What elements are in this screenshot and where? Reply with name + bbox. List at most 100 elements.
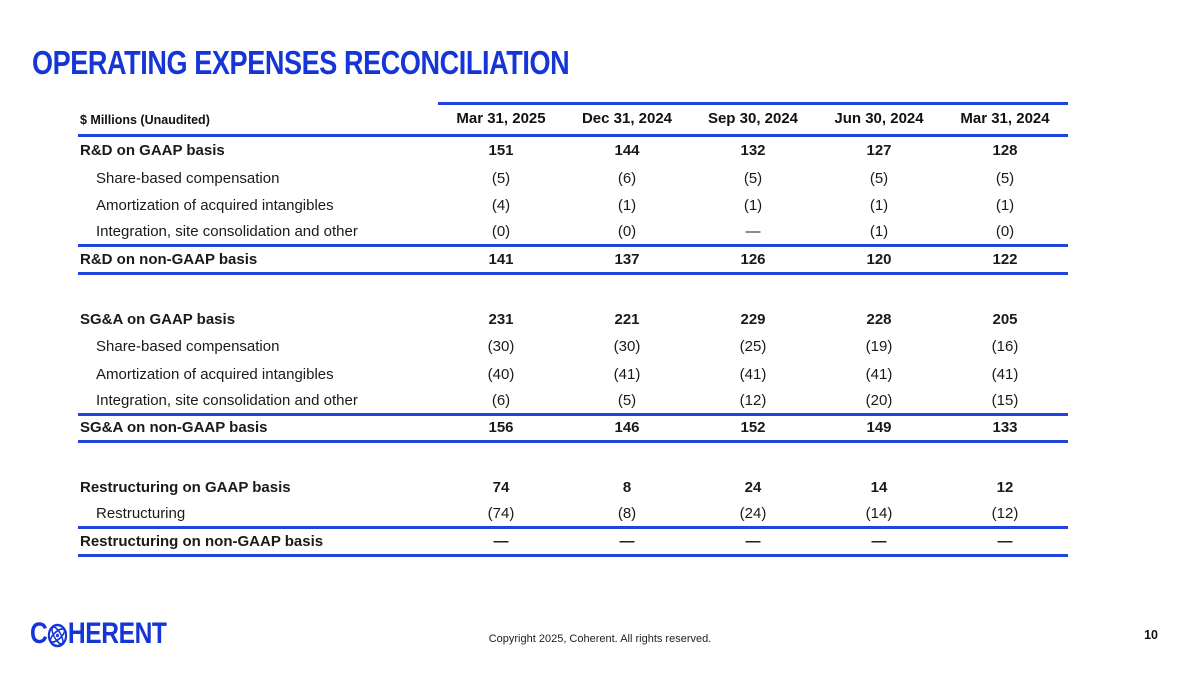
row-value-col-0: 156	[488, 419, 514, 437]
coherent-logo: C HERENT	[30, 617, 167, 651]
row-value-col-0: (0)	[491, 223, 511, 241]
table-row: Share-based compensation (5) (6) (5) (5)…	[78, 165, 1068, 193]
row-label: SG&A on non-GAAP basis	[80, 419, 268, 437]
row-value-col-2: —	[745, 532, 761, 550]
row-value-col-1: —	[619, 532, 635, 550]
row-label: Restructuring on non-GAAP basis	[80, 532, 324, 550]
row-value-col-3: —	[871, 532, 887, 550]
page-number: 10	[1144, 628, 1158, 642]
page-title: OPERATING EXPENSES RECONCILIATION	[32, 44, 570, 81]
row-value-col-0: (40)	[487, 365, 515, 383]
row-value-col-4: 128	[992, 142, 1018, 160]
table-row: Share-based compensation (30) (30) (25) …	[78, 333, 1068, 361]
row-value-col-1: 137	[614, 250, 640, 268]
row-label: Restructuring	[96, 505, 186, 523]
row-value-col-3: (5)	[869, 169, 889, 187]
row-value-col-4: 205	[992, 310, 1018, 328]
table-body: R&D on GAAP basis 151 144 132 127 128 Sh…	[78, 137, 1068, 557]
column-header-mar-31-2025: Mar 31, 2025	[456, 110, 546, 127]
row-value-col-3: (1)	[869, 223, 889, 241]
row-value-col-3: 149	[866, 419, 892, 437]
row-value-col-2: 152	[740, 419, 766, 437]
table-row: Integration, site consolidation and othe…	[78, 388, 1068, 416]
row-value-col-0: 151	[488, 142, 514, 160]
row-value-col-1: (30)	[613, 338, 641, 356]
row-value-col-0: 74	[492, 479, 510, 497]
row-label: Share-based compensation	[96, 169, 280, 187]
row-value-col-1: (8)	[617, 505, 637, 523]
row-value-col-4: 12	[996, 479, 1014, 497]
table-row: SG&A on GAAP basis 231 221 229 228 205	[78, 306, 1068, 334]
row-value-col-1: 146	[614, 419, 640, 437]
table-row: R&D on non-GAAP basis 141 137 126 120 12…	[78, 247, 1068, 275]
row-value-col-4: 133	[992, 419, 1018, 437]
row-value-col-1: (6)	[617, 169, 637, 187]
row-label: Integration, site consolidation and othe…	[96, 223, 358, 241]
row-value-col-4: (16)	[991, 338, 1019, 356]
row-value-col-2: (25)	[739, 338, 767, 356]
row-value-col-2: (41)	[739, 365, 767, 383]
row-value-col-2: 24	[744, 479, 762, 497]
row-value-col-2: (12)	[739, 391, 767, 409]
row-value-col-2: 229	[740, 310, 766, 328]
row-value-col-4: (15)	[991, 391, 1019, 409]
row-value-col-4: (1)	[995, 197, 1015, 215]
table-row: Integration, site consolidation and othe…	[78, 220, 1068, 247]
row-value-col-4: (41)	[991, 365, 1019, 383]
row-value-col-2: 132	[740, 142, 766, 160]
section-gap	[78, 443, 1068, 474]
table-row: R&D on GAAP basis 151 144 132 127 128	[78, 137, 1068, 165]
row-label: Integration, site consolidation and othe…	[96, 391, 358, 409]
row-value-col-4: 122	[992, 250, 1018, 268]
row-value-col-3: 14	[870, 479, 888, 497]
row-value-col-1: 144	[614, 142, 640, 160]
column-header-dec-31-2024: Dec 31, 2024	[581, 110, 673, 127]
row-value-col-0: (4)	[491, 197, 511, 215]
row-value-col-1: 221	[614, 310, 640, 328]
table-row: Restructuring (74) (8) (24) (14) (12)	[78, 502, 1068, 529]
row-value-col-3: 127	[866, 142, 892, 160]
unit-label: $ Millions (Unaudited)	[80, 113, 210, 127]
row-value-col-0: —	[493, 532, 509, 550]
row-value-col-3: (20)	[865, 391, 893, 409]
row-value-col-3: (19)	[865, 338, 893, 356]
row-value-col-0: (5)	[491, 169, 511, 187]
logo-text-start: C	[30, 617, 48, 650]
row-value-col-1: (1)	[617, 197, 637, 215]
column-header-mar-31-2024: Mar 31, 2024	[960, 110, 1050, 127]
row-value-col-3: (14)	[865, 505, 893, 523]
row-label: R&D on GAAP basis	[80, 142, 225, 160]
copyright-text: Copyright 2025, Coherent. All rights res…	[488, 633, 712, 645]
column-header-sep-30-2024: Sep 30, 2024	[707, 110, 799, 127]
row-value-col-0: (74)	[487, 505, 515, 523]
row-value-col-4: (0)	[995, 223, 1015, 241]
table-row: Restructuring on non-GAAP basis — — — — …	[78, 529, 1068, 557]
row-value-col-4: —	[997, 532, 1013, 550]
row-label: Amortization of acquired intangibles	[96, 365, 334, 383]
row-value-col-3: (41)	[865, 365, 893, 383]
row-label: Restructuring on GAAP basis	[80, 479, 291, 497]
row-value-col-2: (5)	[743, 169, 763, 187]
section-gap	[78, 275, 1068, 306]
row-value-col-2: (1)	[743, 197, 763, 215]
row-value-col-2: (24)	[739, 505, 767, 523]
row-value-col-2: 126	[740, 250, 766, 268]
row-value-col-1: 8	[622, 479, 632, 497]
row-label: Amortization of acquired intangibles	[96, 197, 334, 215]
row-value-col-4: (12)	[991, 505, 1019, 523]
row-value-col-0: 141	[488, 250, 514, 268]
row-value-col-0: (6)	[491, 391, 511, 409]
row-value-col-4: (5)	[995, 169, 1015, 187]
row-value-col-1: (0)	[617, 223, 637, 241]
row-label: R&D on non-GAAP basis	[80, 250, 258, 268]
row-value-col-3: 228	[866, 310, 892, 328]
table-row: Amortization of acquired intangibles (40…	[78, 361, 1068, 389]
table-header: $ Millions (Unaudited) Mar 31, 2025 Dec …	[78, 102, 1068, 137]
row-value-col-3: 120	[866, 250, 892, 268]
table-row: SG&A on non-GAAP basis 156 146 152 149 1…	[78, 416, 1068, 443]
row-value-col-0: 231	[488, 310, 514, 328]
logo-text-end: HERENT	[67, 617, 167, 650]
operating-expenses-table: $ Millions (Unaudited) Mar 31, 2025 Dec …	[78, 102, 1068, 557]
row-value-col-2: —	[745, 223, 761, 241]
